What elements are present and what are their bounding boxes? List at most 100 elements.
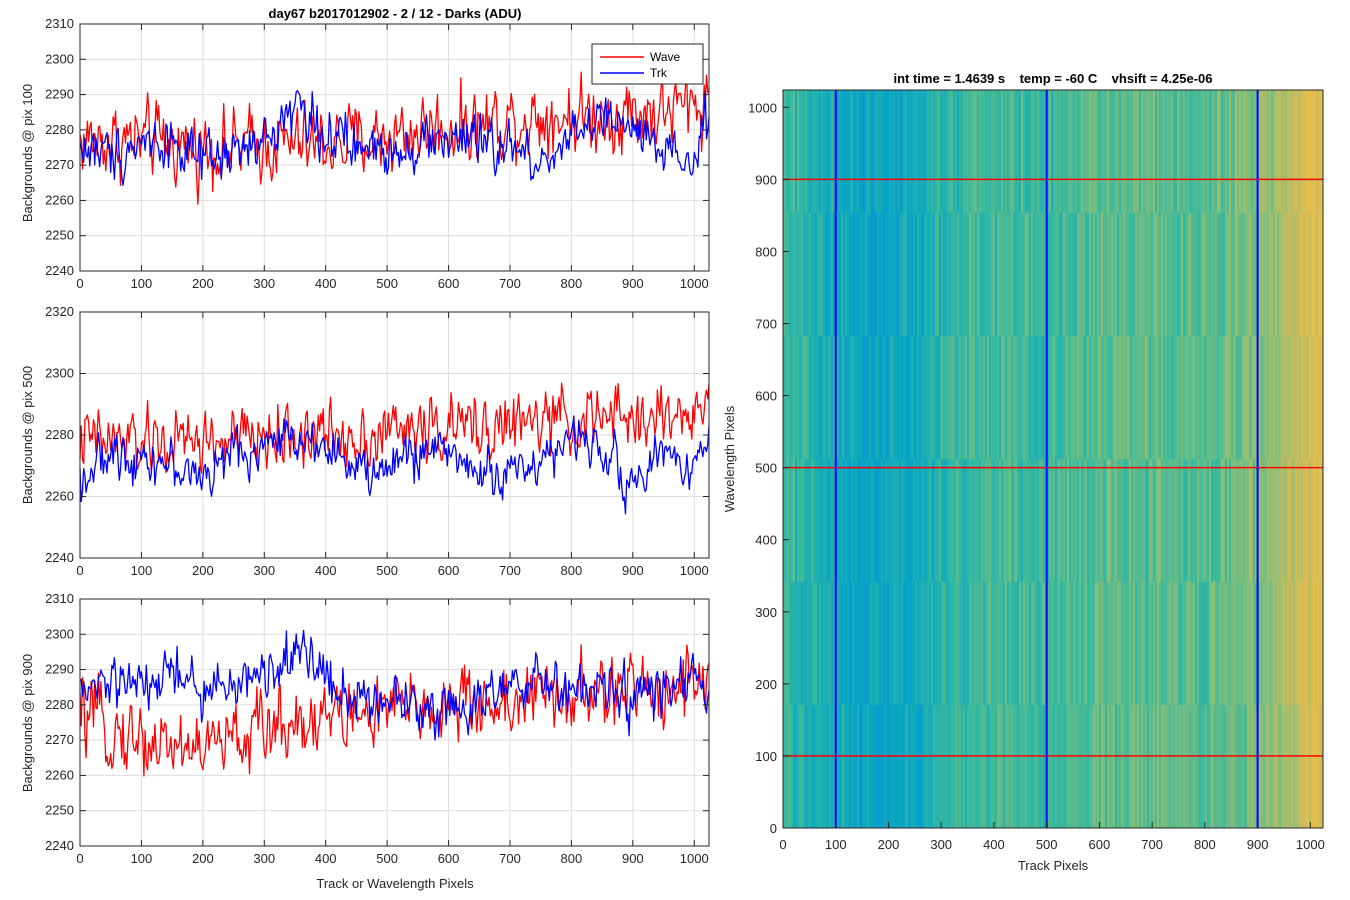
heatmap-cell <box>1005 582 1007 706</box>
heatmap-cell <box>1075 90 1077 214</box>
heatmap-cell <box>1031 582 1033 706</box>
heatmap-cell <box>1073 90 1075 214</box>
heatmap-cell <box>1197 582 1199 706</box>
heatmap-cell <box>1101 705 1103 829</box>
heatmap-cell <box>1165 213 1167 337</box>
heatmap-cell <box>999 90 1001 214</box>
heatmap-cell <box>1033 90 1035 214</box>
heatmap-cell <box>837 90 839 214</box>
heatmap-cell <box>1115 90 1117 214</box>
heatmap-cell <box>1057 582 1059 706</box>
heatmap-cell <box>1313 213 1315 337</box>
heatmap-cell <box>1315 582 1317 706</box>
heatmap-cell <box>1157 582 1159 706</box>
heatmap-cell <box>833 582 835 706</box>
heatmap-cell <box>1077 90 1079 214</box>
heatmap-cell <box>947 459 949 583</box>
heatmap-cell <box>1075 705 1077 829</box>
heatmap-cell <box>903 705 905 829</box>
heatmap-cell <box>1091 459 1093 583</box>
x-tick-label: 100 <box>825 837 847 852</box>
heatmap-cell <box>1171 90 1173 214</box>
heatmap-cell <box>795 90 797 214</box>
heatmap-cell <box>1315 336 1317 460</box>
heatmap-cell <box>899 705 901 829</box>
heatmap-cell <box>1145 213 1147 337</box>
heatmap-cell <box>1203 705 1205 829</box>
y-tick-label: 2290 <box>45 87 74 102</box>
heatmap-cell <box>813 213 815 337</box>
heatmap-cell <box>1227 90 1229 214</box>
heatmap-cell <box>1299 582 1301 706</box>
heatmap-cell <box>1321 90 1323 214</box>
heatmap-cell <box>927 705 929 829</box>
series-line-wave <box>79 644 710 777</box>
heatmap-cell <box>1251 459 1253 583</box>
heatmap-cell <box>967 90 969 214</box>
heatmap-cell <box>1193 90 1195 214</box>
heatmap-cell <box>1265 90 1267 214</box>
heatmap-cell <box>839 90 841 214</box>
heatmap-cell <box>811 336 813 460</box>
heatmap-cell <box>1319 459 1321 583</box>
heatmap-cell <box>969 90 971 214</box>
heatmap-cell <box>863 90 865 214</box>
heatmap-cell <box>967 582 969 706</box>
heatmap-cell <box>989 213 991 337</box>
heatmap-cell <box>1297 459 1299 583</box>
heatmap-cell <box>837 582 839 706</box>
heatmap-cell <box>1197 336 1199 460</box>
heatmap-cell <box>1247 213 1249 337</box>
heatmap-cell <box>1219 336 1221 460</box>
heatmap-cell <box>1261 459 1263 583</box>
heatmap-cell <box>1073 213 1075 337</box>
heatmap-cell <box>1209 705 1211 829</box>
heatmap-cell <box>1031 213 1033 337</box>
heatmap-cell <box>1219 459 1221 583</box>
heatmap-cell <box>823 582 825 706</box>
heatmap-cell <box>1071 336 1073 460</box>
heatmap-cell <box>871 90 873 214</box>
heatmap-cell <box>1293 90 1295 214</box>
heatmap-cell <box>1029 705 1031 829</box>
heatmap-cell <box>851 705 853 829</box>
heatmap-cell <box>917 459 919 583</box>
heatmap-cell <box>1097 705 1099 829</box>
heatmap-cell <box>849 582 851 706</box>
heatmap-cell <box>839 582 841 706</box>
y-tick-label: 2290 <box>45 662 74 677</box>
heatmap-cell <box>1195 336 1197 460</box>
heatmap-cell <box>875 705 877 829</box>
heatmap-cell <box>1275 459 1277 583</box>
heatmap-cell <box>815 336 817 460</box>
heatmap-cell <box>1319 582 1321 706</box>
heatmap-cell <box>1245 459 1247 583</box>
heatmap-cell <box>1153 582 1155 706</box>
heatmap-cell <box>1263 582 1265 706</box>
heatmap-cell <box>1039 582 1041 706</box>
heatmap-cell <box>931 336 933 460</box>
heatmap-cell <box>817 213 819 337</box>
heatmap-cell <box>921 459 923 583</box>
heatmap-cell <box>1085 705 1087 829</box>
heatmap-cell <box>1295 459 1297 583</box>
heatmap-cell <box>1069 459 1071 583</box>
heatmap-cell <box>937 213 939 337</box>
heatmap-cell <box>1189 459 1191 583</box>
heatmap-cell <box>1305 336 1307 460</box>
heatmap-cell <box>1173 582 1175 706</box>
heatmap-cell <box>973 459 975 583</box>
heatmap-cell <box>1199 213 1201 337</box>
heatmap-cell <box>1053 336 1055 460</box>
heatmap-cell <box>1277 90 1279 214</box>
heatmap-cell <box>1287 705 1289 829</box>
heatmap-cell <box>1043 336 1045 460</box>
heatmap-cell <box>1269 459 1271 583</box>
heatmap-cell <box>1287 213 1289 337</box>
heatmap-cell <box>1179 213 1181 337</box>
heatmap-cell <box>813 459 815 583</box>
heatmap-cell <box>1285 582 1287 706</box>
heatmap-cell <box>907 90 909 214</box>
heatmap-cell <box>1117 459 1119 583</box>
heatmap-cell <box>1177 90 1179 214</box>
